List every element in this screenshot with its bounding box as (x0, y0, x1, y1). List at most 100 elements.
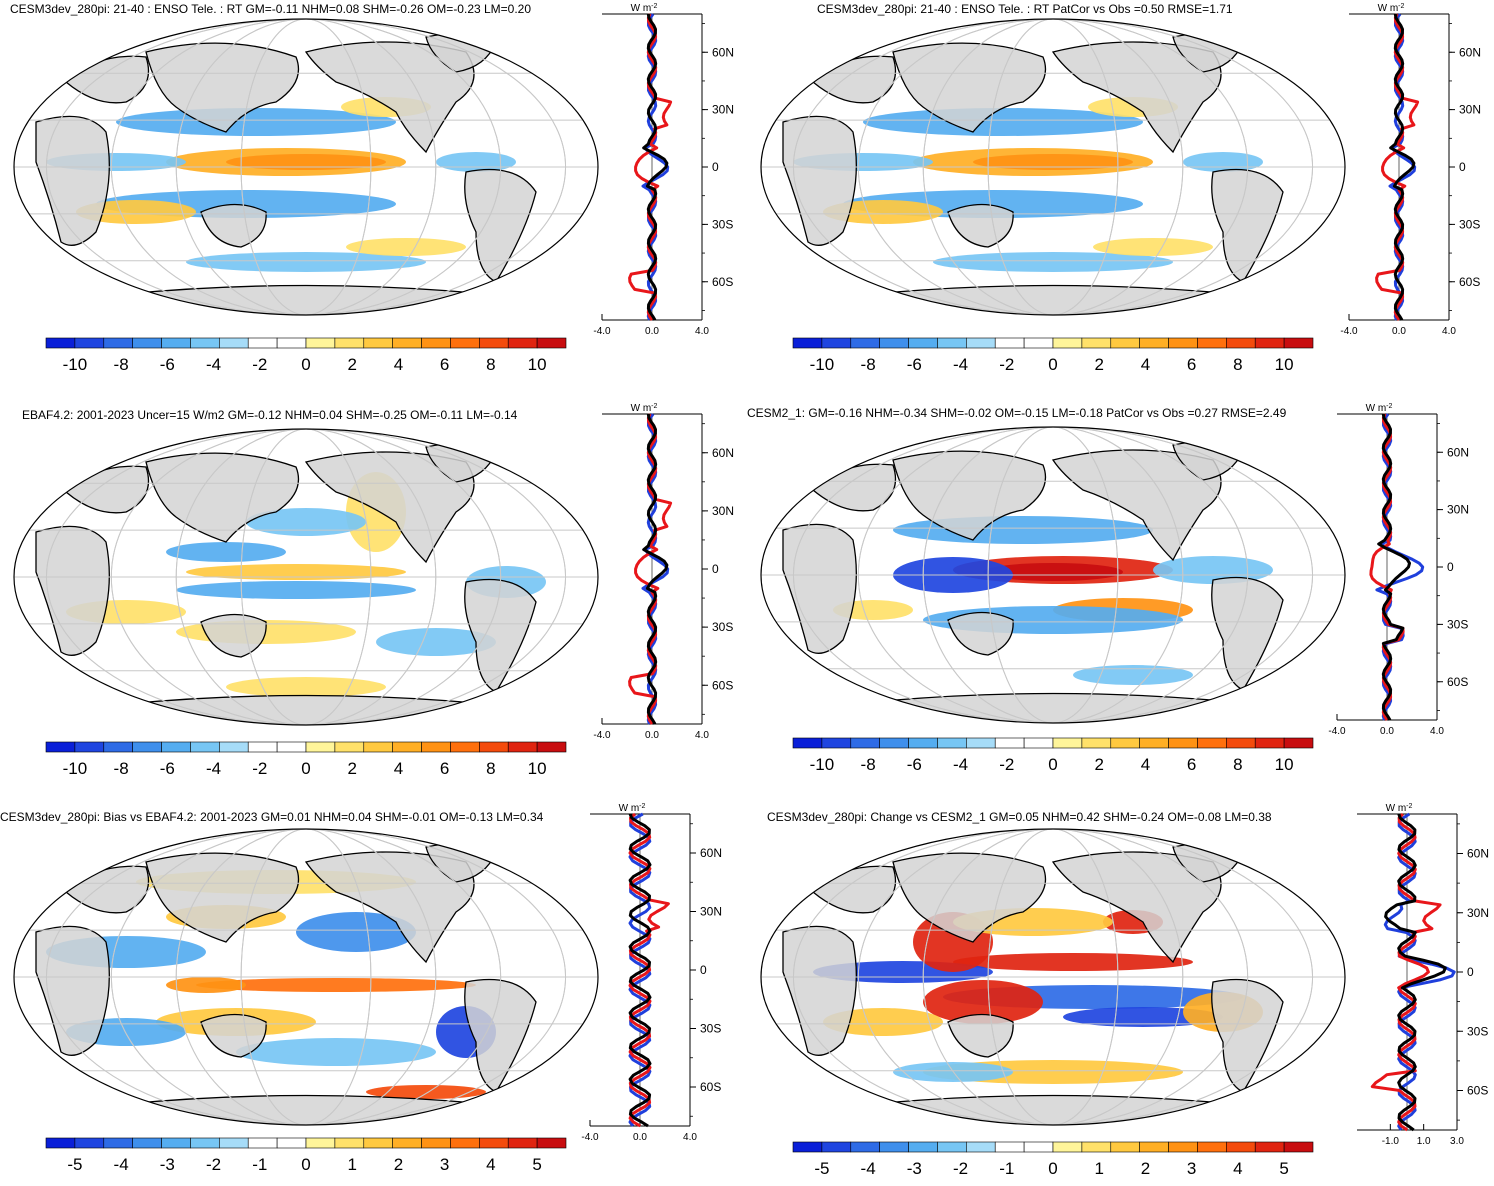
latitude-tick-label: 30S (1467, 1024, 1488, 1038)
latitude-tick-label: 30S (1447, 617, 1468, 631)
panel-5: CESM3dev_280pi: Bias vs EBAF4.2: 2001-20… (0, 800, 747, 1183)
longitude-gridline (922, 427, 1184, 723)
latitude-tick-label: 60N (712, 45, 734, 59)
colorbar-swatch (1139, 337, 1169, 349)
colorbar-swatch (536, 1137, 567, 1149)
colorbar-swatch (1023, 1141, 1054, 1153)
colorbar-swatch (247, 1137, 278, 1149)
colorbar-swatch (74, 337, 105, 349)
panel-title: CESM3dev_280pi: 21-40 : ENSO Tele. : RT … (817, 2, 1233, 16)
colorbar: -5 -4 -3 -2 -1 0 1 2 3 4 5 (792, 1141, 1314, 1178)
map-border (760, 828, 1346, 1126)
colorbar-tick-label: -4 (953, 355, 968, 374)
longitude-gridline (240, 429, 372, 725)
map-border (760, 18, 1346, 316)
colorbar-swatch (334, 1137, 365, 1149)
colorbar-tick-label: -8 (861, 755, 876, 774)
colorbar-swatch (450, 337, 480, 349)
colorbar-swatch (1197, 737, 1227, 749)
land-south-america (464, 578, 537, 693)
colorbar-swatch (450, 1137, 480, 1149)
warm-anomaly (823, 1008, 943, 1036)
colorbar-tick-label: -6 (907, 355, 922, 374)
colorbar-tick-label: 6 (1187, 755, 1196, 774)
longitude-gridline (110, 19, 502, 315)
colorbar-swatch (879, 337, 909, 349)
panel-6: CESM3dev_280pi: Change vs CESM2_1 GM=0.0… (747, 800, 1494, 1183)
colorbar-tick-label: -10 (63, 759, 88, 778)
longitude-gridline (45, 829, 567, 1125)
colorbar-swatch (334, 741, 365, 753)
longitude-gridline (792, 829, 1314, 1125)
colorbar-swatch (421, 1137, 451, 1149)
cool-anomaly (166, 542, 286, 562)
colorbar-swatch (994, 337, 1025, 349)
colorbar-tick-label: -8 (114, 355, 129, 374)
longitude-gridline (175, 19, 437, 315)
units-exponent: -2 (651, 403, 657, 410)
x-tick-label: 0.0 (1380, 726, 1394, 737)
colorbar-tick-label: 0 (1048, 755, 1057, 774)
longitude-gridline (45, 429, 567, 725)
x-tick-label: -4.0 (1328, 726, 1346, 737)
colorbar-swatch (850, 337, 880, 349)
colorbar-swatch (161, 741, 191, 753)
units-exponent: -2 (651, 3, 657, 10)
zonal-series-black (642, 413, 669, 725)
colorbar-swatch (1052, 1141, 1083, 1153)
colorbar-swatch (392, 337, 422, 349)
colorbar-tick-label: 4 (1141, 755, 1150, 774)
land-south-america (1211, 168, 1284, 283)
colorbar-swatch (850, 1141, 880, 1153)
cool-anomaly (236, 1038, 436, 1066)
colorbar-tick-label: -4 (953, 755, 968, 774)
colorbar-tick-label: 2 (347, 355, 356, 374)
colorbar-tick-label: 3 (440, 1155, 449, 1174)
zonal-mean-plot: W m-2 60N 30N 0 30S 60S -4.0 0.0 4.0 (1340, 3, 1481, 338)
x-tick-label: -4.0 (1340, 326, 1358, 337)
colorbar-tick-label: -1 (252, 1155, 267, 1174)
colorbar-swatch (1197, 337, 1227, 349)
land-south-america (1211, 978, 1284, 1093)
cool-anomaly (1073, 665, 1193, 685)
colorbar-swatch (392, 1137, 422, 1149)
land-asia (145, 852, 300, 943)
colorbar-tick-label: 5 (1279, 1159, 1288, 1178)
colorbar-tick-label: 6 (1187, 355, 1196, 374)
colorbar-tick-label: 2 (1094, 755, 1103, 774)
zonal-series-black (1389, 13, 1416, 321)
x-tick-label: -4.0 (581, 1132, 599, 1143)
x-tick-label: 3.0 (1450, 1136, 1464, 1147)
colorbar-tick-label: 4 (1233, 1159, 1242, 1178)
zonal-series-black (642, 13, 669, 321)
warm-anomaly (76, 200, 196, 224)
colorbar-swatch (507, 1137, 538, 1149)
colorbar-tick-label: -6 (160, 355, 175, 374)
cool-anomaly (376, 628, 496, 656)
x-tick-label: -4.0 (593, 730, 611, 741)
colorbar-tick-label: -10 (63, 355, 88, 374)
zonal-series-black (628, 813, 652, 1128)
colorbar-swatch (1081, 337, 1112, 349)
latitude-tick-label: 60S (700, 1080, 721, 1094)
colorbar: -10 -8 -6 -4 -2 0 2 4 6 8 10 (792, 737, 1314, 774)
colorbar-swatch (305, 1137, 336, 1149)
colorbar-tick-label: 8 (1233, 355, 1242, 374)
colorbar-swatch (994, 737, 1025, 749)
latitude-tick-label: 0 (712, 160, 719, 174)
warm-anomaly (973, 154, 1133, 170)
colorbar-swatch (792, 337, 823, 349)
map-border (13, 828, 599, 1126)
colorbar-swatch (1226, 337, 1256, 349)
colorbar-swatch (821, 1141, 852, 1153)
panel-4: CESM2_1: GM=-0.16 NHM=-0.34 SHM=-0.02 OM… (747, 400, 1494, 792)
colorbar-swatch (1168, 1141, 1198, 1153)
colorbar-tick-label: -4 (861, 1159, 876, 1178)
colorbar-swatch (1168, 737, 1198, 749)
map-border (760, 426, 1346, 724)
latitude-tick-label: 30N (1459, 103, 1481, 117)
colorbar-swatch (1283, 1141, 1314, 1153)
zonal-series-blue (1388, 13, 1417, 321)
colorbar-tick-label: 8 (486, 355, 495, 374)
colorbar-tick-label: 8 (486, 759, 495, 778)
